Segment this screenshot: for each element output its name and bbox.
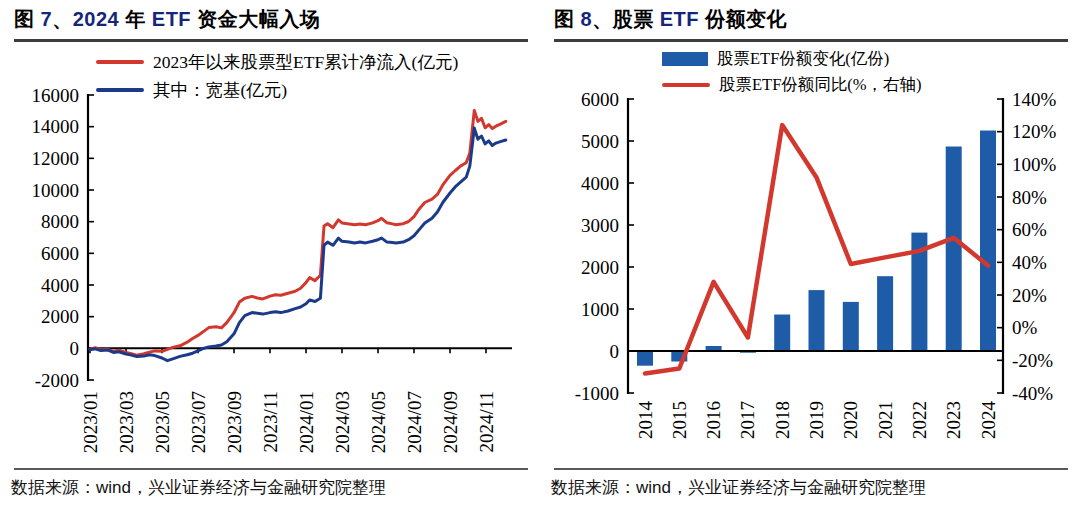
legend-item: 其中：宽基(亿元) <box>96 78 458 102</box>
svg-text:4000: 4000 <box>581 173 619 194</box>
svg-text:2015: 2015 <box>669 401 690 439</box>
svg-text:80%: 80% <box>1012 187 1047 208</box>
svg-text:2024/07: 2024/07 <box>404 391 425 453</box>
svg-text:0: 0 <box>70 338 80 359</box>
svg-text:8000: 8000 <box>41 211 79 232</box>
svg-text:-20%: -20% <box>1012 350 1053 371</box>
source-divider <box>554 468 1068 470</box>
figure-8-panel: 图 8、股票 ETF 份额变化 600050004000300020001000… <box>540 0 1080 507</box>
svg-text:2019: 2019 <box>806 401 827 439</box>
data-source-note: 数据来源：wind，兴业证券经济与金融研究院整理 <box>11 476 386 499</box>
svg-text:14000: 14000 <box>32 116 80 137</box>
svg-text:120%: 120% <box>1012 121 1057 142</box>
svg-text:16000: 16000 <box>32 85 80 106</box>
svg-text:-40%: -40% <box>1012 383 1053 404</box>
svg-text:2016: 2016 <box>703 401 724 439</box>
svg-text:1000: 1000 <box>581 299 619 320</box>
svg-text:5000: 5000 <box>581 131 619 152</box>
svg-text:2024: 2024 <box>978 401 999 440</box>
svg-text:-1000: -1000 <box>575 383 619 404</box>
legend-line-swatch-red <box>96 60 144 65</box>
figure-7-panel: 图 7、2024 年 ETF 资金大幅入场 160001400012000100… <box>0 0 540 507</box>
svg-text:2023/03: 2023/03 <box>116 391 137 453</box>
svg-text:12000: 12000 <box>32 148 80 169</box>
svg-text:2024/11: 2024/11 <box>476 391 497 453</box>
svg-text:6000: 6000 <box>581 89 619 110</box>
data-source-note: 数据来源：wind，兴业证券经济与金融研究院整理 <box>551 476 926 499</box>
legend-line-swatch-red <box>662 83 710 88</box>
legend-item: 2023年以来股票型ETF累计净流入(亿元) <box>96 50 458 74</box>
legend-line-swatch-navy <box>96 88 144 93</box>
svg-text:2023: 2023 <box>943 401 964 439</box>
legend-item: 股票ETF份额变化(亿份) <box>662 48 922 70</box>
svg-text:40%: 40% <box>1012 252 1047 273</box>
svg-text:2024/09: 2024/09 <box>440 391 461 453</box>
legend-item: 股票ETF份额同比(%，右轴) <box>662 74 922 96</box>
svg-text:2022: 2022 <box>909 401 930 439</box>
svg-text:140%: 140% <box>1012 89 1057 110</box>
svg-text:2024/05: 2024/05 <box>368 391 389 453</box>
legend-label: 其中：宽基(亿元) <box>153 78 287 102</box>
svg-text:2024/01: 2024/01 <box>296 391 317 453</box>
svg-text:4000: 4000 <box>41 275 79 296</box>
series-red_line <box>90 110 506 355</box>
svg-text:2021: 2021 <box>875 401 896 439</box>
source-divider <box>14 468 528 470</box>
svg-text:2018: 2018 <box>772 401 793 439</box>
svg-text:2020: 2020 <box>840 401 861 439</box>
series-navy_line <box>90 128 506 361</box>
svg-text:20%: 20% <box>1012 285 1047 306</box>
chart-legend: 股票ETF份额变化(亿份) 股票ETF份额同比(%，右轴) <box>662 48 922 96</box>
svg-text:3000: 3000 <box>581 215 619 236</box>
svg-text:2023/11: 2023/11 <box>260 391 281 453</box>
legend-label: 股票ETF份额变化(亿份) <box>717 48 889 70</box>
svg-text:2023/05: 2023/05 <box>152 391 173 453</box>
svg-text:60%: 60% <box>1012 219 1047 240</box>
legend-label: 股票ETF份额同比(%，右轴) <box>719 74 922 96</box>
svg-text:2000: 2000 <box>581 257 619 278</box>
svg-text:0%: 0% <box>1012 317 1038 338</box>
svg-text:2023/09: 2023/09 <box>224 391 245 453</box>
svg-text:2024/03: 2024/03 <box>332 391 353 453</box>
svg-text:-2000: -2000 <box>35 370 79 391</box>
svg-text:2023/01: 2023/01 <box>80 391 101 453</box>
svg-text:2023/07: 2023/07 <box>188 391 209 453</box>
bar-series <box>637 131 996 366</box>
svg-text:100%: 100% <box>1012 154 1057 175</box>
svg-text:0: 0 <box>610 341 620 362</box>
svg-text:6000: 6000 <box>41 243 79 264</box>
legend-bar-swatch-blue <box>662 52 708 66</box>
svg-text:2017: 2017 <box>737 401 758 439</box>
legend-label: 2023年以来股票型ETF累计净流入(亿元) <box>153 50 458 74</box>
svg-text:2014: 2014 <box>635 401 656 440</box>
axes: 16000 14000 12000 10000 8000 6000 4000 2000 0 -20… <box>32 85 513 454</box>
research-report-figures: { "colors": { "red_line": "#d2382e", "na… <box>0 0 1080 507</box>
chart-legend: 2023年以来股票型ETF累计净流入(亿元) 其中：宽基(亿元) <box>96 50 458 102</box>
svg-text:10000: 10000 <box>32 180 80 201</box>
svg-text:2000: 2000 <box>41 306 79 327</box>
